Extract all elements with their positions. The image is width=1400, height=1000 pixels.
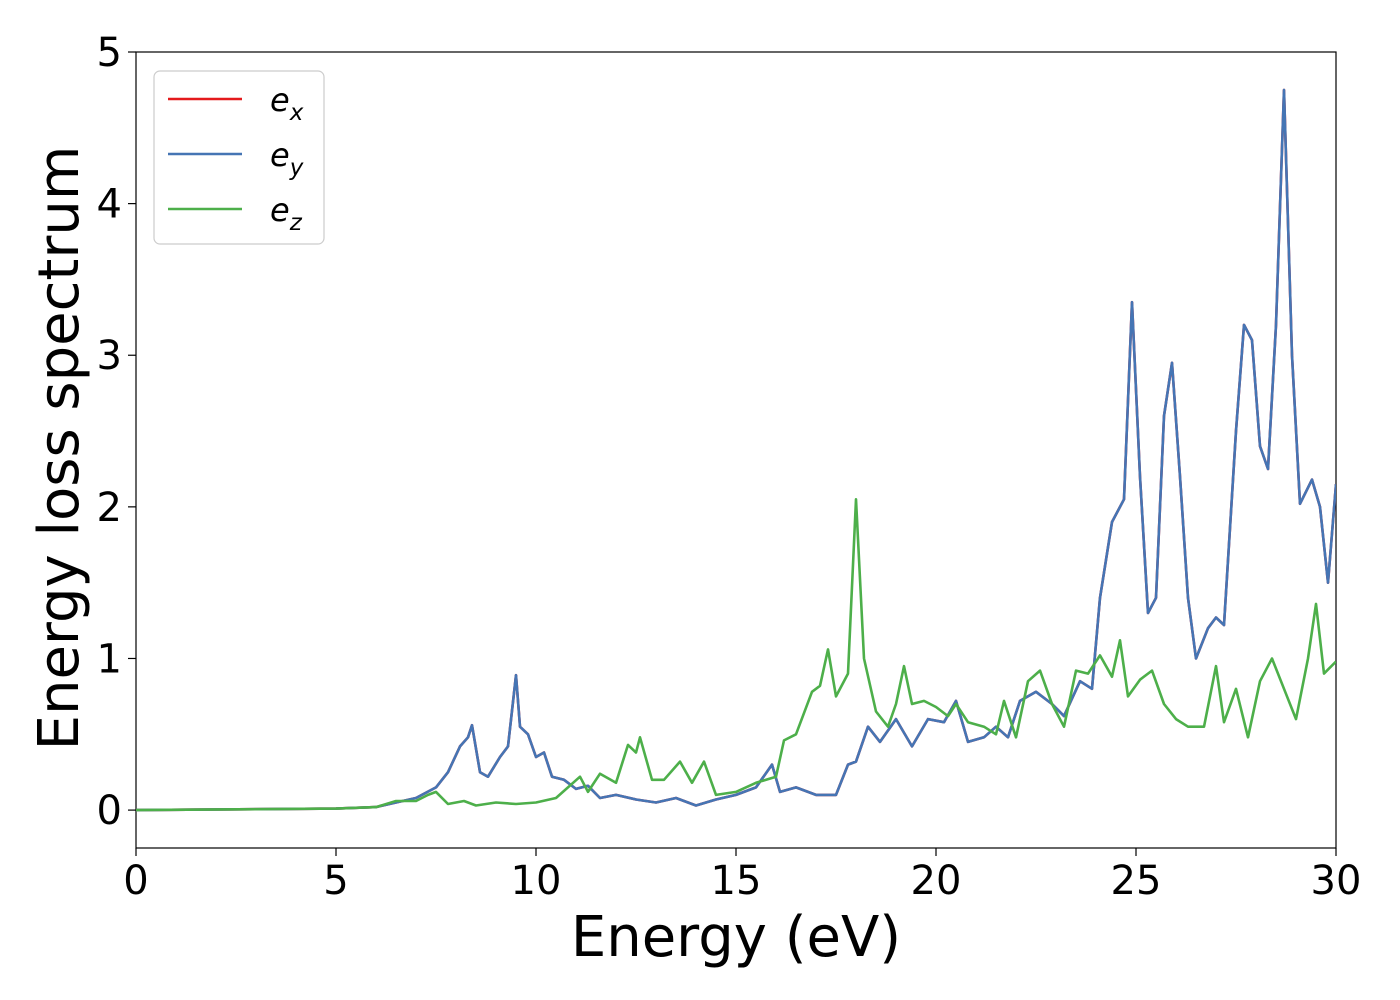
x-axis: 0 5 10 15 20 25 30 (123, 848, 1361, 904)
y-axis: 0 1 2 3 4 5 (97, 30, 136, 834)
legend-label-e-x: ex (270, 81, 304, 126)
legend-label-subscript: x (289, 100, 304, 126)
y-tick-label: 5 (97, 30, 122, 76)
y-tick-label: 3 (97, 333, 122, 379)
legend-label-subscript: y (289, 155, 304, 181)
legend-label-e-y: ey (270, 136, 304, 181)
x-tick-label: 30 (1311, 858, 1362, 904)
legend-box (153, 70, 325, 245)
series-lines (136, 88, 1336, 812)
x-tick-label: 5 (323, 858, 348, 904)
y-axis-label: Energy loss spectrum (27, 146, 92, 751)
y-tick-label: 0 (97, 788, 122, 834)
legend-label-subscript: z (289, 210, 303, 236)
legend-label-base: e (270, 81, 290, 119)
x-tick-label: 25 (1111, 858, 1162, 904)
y-tick-label: 4 (97, 182, 122, 228)
y-tick-label: 1 (97, 636, 122, 682)
legend-label-e-z: ez (270, 191, 303, 236)
series-line-e-y (136, 88, 1336, 812)
y-tick-label: 2 (97, 485, 122, 531)
x-tick-label: 10 (511, 858, 562, 904)
legend-label-base: e (270, 191, 290, 229)
x-tick-label: 15 (711, 858, 762, 904)
x-tick-label: 0 (123, 858, 148, 904)
x-tick-label: 20 (911, 858, 962, 904)
x-axis-label: Energy (eV) (571, 905, 901, 970)
legend-label-base: e (270, 136, 290, 174)
series-line-e-z (136, 498, 1336, 812)
